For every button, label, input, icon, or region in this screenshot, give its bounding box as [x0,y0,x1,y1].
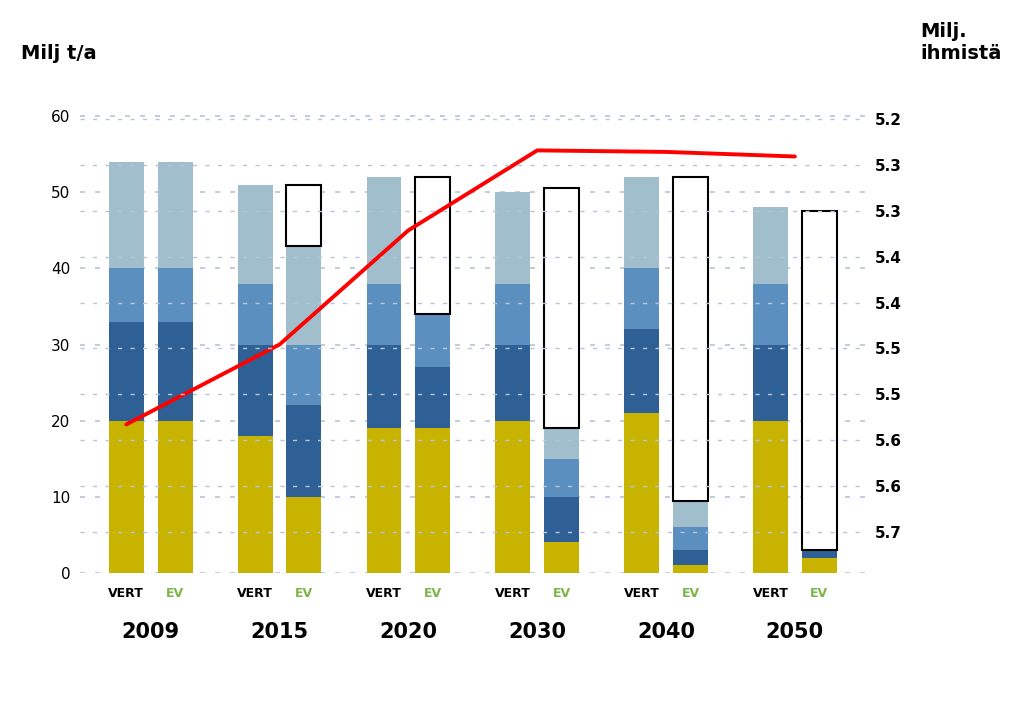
Bar [753,283,788,344]
Bar [802,527,837,543]
Text: 2030: 2030 [508,622,566,643]
Bar [802,557,837,573]
Text: Milj t/a: Milj t/a [21,44,97,63]
Bar [415,245,450,314]
Text: VERT: VERT [108,586,144,600]
Bar [673,177,708,501]
Bar [158,322,192,420]
Bar [286,185,321,245]
Bar [237,436,273,573]
Bar [624,177,659,269]
Bar [237,283,273,344]
Bar [158,269,192,322]
Bar [753,420,788,573]
Bar [237,185,273,283]
Bar [237,344,273,436]
Text: Milj.
ihmistä: Milj. ihmistä [921,22,1002,63]
Text: 2009: 2009 [122,622,180,643]
Bar [286,406,321,497]
Bar [802,543,837,550]
Text: VERT: VERT [624,586,660,600]
Bar [495,192,530,283]
Bar [366,283,401,344]
Bar [366,177,401,283]
Text: EV: EV [166,586,184,600]
Bar [673,565,708,573]
Bar [544,458,579,497]
Bar [286,497,321,573]
Bar [108,162,144,269]
Bar [673,497,708,527]
Bar [415,177,450,314]
Bar [108,322,144,420]
Bar [495,420,530,573]
Bar [624,329,659,413]
Text: 2015: 2015 [251,622,309,643]
Bar [415,314,450,368]
Bar [624,269,659,329]
Bar [158,162,192,269]
Bar [544,188,579,428]
Text: EV: EV [681,586,700,600]
Bar [673,527,708,550]
Bar [495,283,530,344]
Bar [108,420,144,573]
Bar [286,344,321,406]
Bar [415,368,450,428]
Text: 2020: 2020 [380,622,438,643]
Bar [286,245,321,344]
Bar [415,428,450,573]
Bar [158,420,192,573]
Text: 2040: 2040 [637,622,695,643]
Bar [673,550,708,565]
Text: EV: EV [552,586,571,600]
Text: 2050: 2050 [766,622,824,643]
Text: VERT: VERT [366,586,402,600]
Bar [753,207,788,283]
Text: VERT: VERT [495,586,531,600]
Bar [544,497,579,543]
Text: EV: EV [810,586,829,600]
Text: VERT: VERT [753,586,789,600]
Text: VERT: VERT [237,586,273,600]
Bar [366,428,401,573]
Bar [802,550,837,557]
Bar [802,212,837,550]
Bar [544,420,579,458]
Bar [108,269,144,322]
Bar [753,344,788,420]
Bar [366,344,401,428]
Bar [624,413,659,573]
Bar [544,543,579,573]
Text: EV: EV [424,586,442,600]
Bar [495,344,530,420]
Text: EV: EV [295,586,313,600]
